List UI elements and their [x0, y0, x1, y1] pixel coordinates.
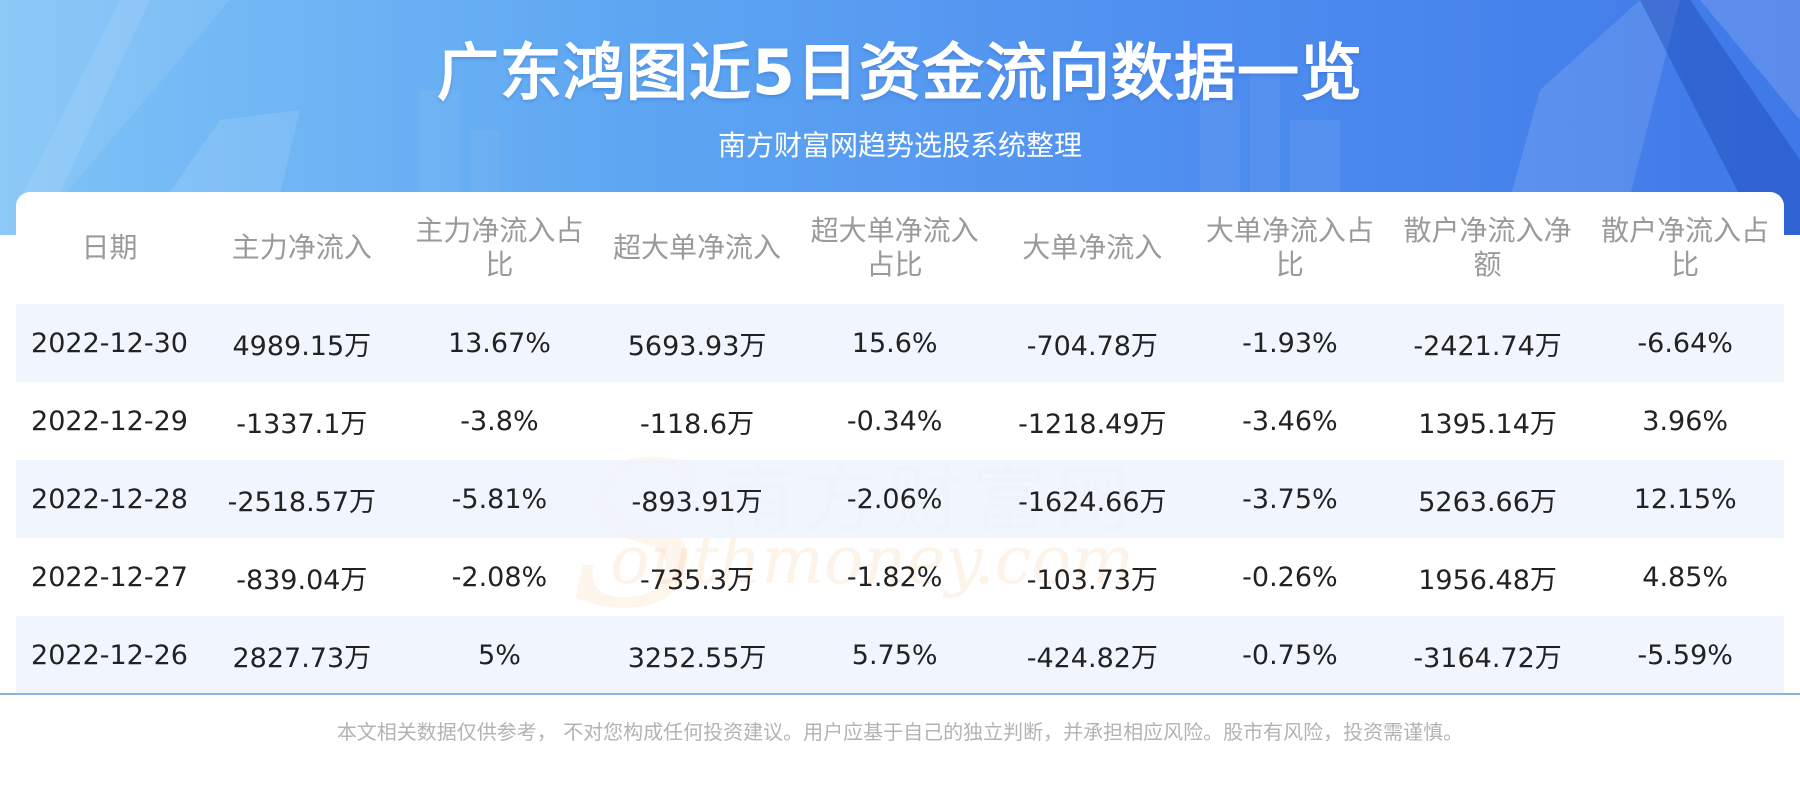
cell-large-net-inflow: -704.78万 — [993, 304, 1192, 382]
cell-large-net-inflow-ratio: -1.93% — [1191, 304, 1389, 382]
cell-date: 2022-12-30 — [16, 304, 203, 382]
cell-large-net-inflow-ratio: -3.75% — [1191, 460, 1389, 538]
cell-large-net-inflow: -1218.49万 — [1018, 408, 1167, 440]
col-header-retail-net-inflow: 散户净流入净额 — [1403, 214, 1572, 281]
col-header-super-large-net-inflow-ratio: 超大单净流入占比 — [810, 214, 979, 281]
cell-retail-net-inflow: -2421.74万 — [1388, 304, 1587, 382]
cell-large-net-inflow-ratio: -3.46% — [1242, 405, 1338, 437]
cell-date: 2022-12-29 — [31, 405, 188, 437]
cell-date: 2022-12-27 — [31, 561, 188, 593]
fund-flow-table: 日期 主力净流入 主力净流入占比 超大单净流入 超大单净流入占比 大单净流入 大… — [16, 192, 1784, 694]
cell-super-large-net-inflow-ratio: -0.34% — [846, 405, 943, 437]
table-card — [16, 192, 1784, 692]
page-subtitle: 南方财富网趋势选股系统整理 — [717, 129, 1082, 162]
cell-main-net-inflow: -1337.1万 — [236, 408, 368, 440]
col-header-main-net-inflow: 主力净流入 — [231, 231, 372, 264]
cell-date: 2022-12-26 — [16, 616, 203, 694]
col-header-date: 日期 — [81, 231, 138, 264]
cell-retail-net-inflow: 5263.66万 — [1388, 460, 1587, 538]
cell-large-net-inflow-ratio: -0.75% — [1191, 616, 1389, 694]
disclaimer-text: 本文相关数据仅供参考， 不对您构成任何投资建议。用户应基于自己的独立判断，并承担… — [336, 720, 1464, 744]
cell-retail-net-inflow: -3164.72万 — [1388, 616, 1587, 694]
col-header-retail-net-inflow-ratio: 散户净流入占比 — [1601, 214, 1770, 281]
cell-super-large-net-inflow: 5693.93万 — [598, 304, 796, 382]
cell-super-large-net-inflow: 3252.55万 — [598, 616, 796, 694]
cell-super-large-net-inflow-ratio: 15.6% — [795, 304, 994, 382]
table-row: 2022-12-26 2827.73万 5% 3252.55万 5.75% -4… — [16, 616, 1784, 694]
cell-retail-net-inflow: 1956.48万 — [1418, 564, 1557, 596]
cell-super-large-net-inflow-ratio: -2.06% — [795, 460, 994, 538]
cell-large-net-inflow: -424.82万 — [993, 616, 1192, 694]
cell-main-net-inflow-ratio: -3.8% — [460, 405, 539, 437]
cell-large-net-inflow-ratio: -0.26% — [1242, 561, 1338, 593]
col-header-super-large-net-inflow: 超大单净流入 — [613, 231, 782, 264]
cell-main-net-inflow: 2827.73万 — [203, 616, 401, 694]
cell-super-large-net-inflow: -735.3万 — [640, 564, 755, 596]
cell-main-net-inflow-ratio: -2.08% — [451, 561, 548, 593]
cell-retail-net-inflow: 1395.14万 — [1418, 408, 1557, 440]
cell-retail-net-inflow-ratio: 12.15% — [1586, 460, 1784, 538]
table-header-row: 日期 主力净流入 主力净流入占比 超大单净流入 超大单净流入占比 大单净流入 大… — [16, 192, 1784, 304]
table-row: 2022-12-30 4989.15万 13.67% 5693.93万 15.6… — [16, 304, 1784, 382]
cell-retail-net-inflow-ratio: -5.59% — [1586, 616, 1784, 694]
page-title: 广东鸿图近5日资金流向数据一览 — [436, 36, 1364, 109]
cell-super-large-net-inflow-ratio: -1.82% — [846, 561, 943, 593]
cell-super-large-net-inflow: -893.91万 — [598, 460, 796, 538]
cell-retail-net-inflow-ratio: 3.96% — [1642, 405, 1729, 437]
col-header-main-net-inflow-ratio: 主力净流入占比 — [415, 214, 584, 281]
table-row: 2022-12-27 -839.04万 -2.08% -735.3万 -1.82… — [16, 538, 1784, 616]
cell-date: 2022-12-28 — [16, 460, 203, 538]
cell-retail-net-inflow-ratio: 4.85% — [1642, 561, 1729, 593]
cell-super-large-net-inflow: -118.6万 — [640, 408, 755, 440]
table-row: 2022-12-29 -1337.1万 -3.8% -118.6万 -0.34%… — [16, 382, 1784, 460]
cell-main-net-inflow: -839.04万 — [236, 564, 368, 596]
col-header-large-net-inflow-ratio: 大单净流入占比 — [1205, 214, 1374, 281]
cell-retail-net-inflow-ratio: -6.64% — [1586, 304, 1784, 382]
cell-main-net-inflow: 4989.15万 — [203, 304, 401, 382]
cell-main-net-inflow-ratio: -5.81% — [400, 460, 599, 538]
cell-main-net-inflow-ratio: 13.67% — [400, 304, 599, 382]
footer-divider — [0, 693, 1800, 695]
cell-super-large-net-inflow-ratio: 5.75% — [795, 616, 994, 694]
table-row: 2022-12-28 -2518.57万 -5.81% -893.91万 -2.… — [16, 460, 1784, 538]
cell-main-net-inflow: -2518.57万 — [203, 460, 401, 538]
cell-main-net-inflow-ratio: 5% — [400, 616, 599, 694]
col-header-large-net-inflow: 大单净流入 — [1022, 231, 1163, 264]
cell-large-net-inflow: -103.73万 — [1026, 564, 1158, 596]
cell-large-net-inflow: -1624.66万 — [993, 460, 1192, 538]
